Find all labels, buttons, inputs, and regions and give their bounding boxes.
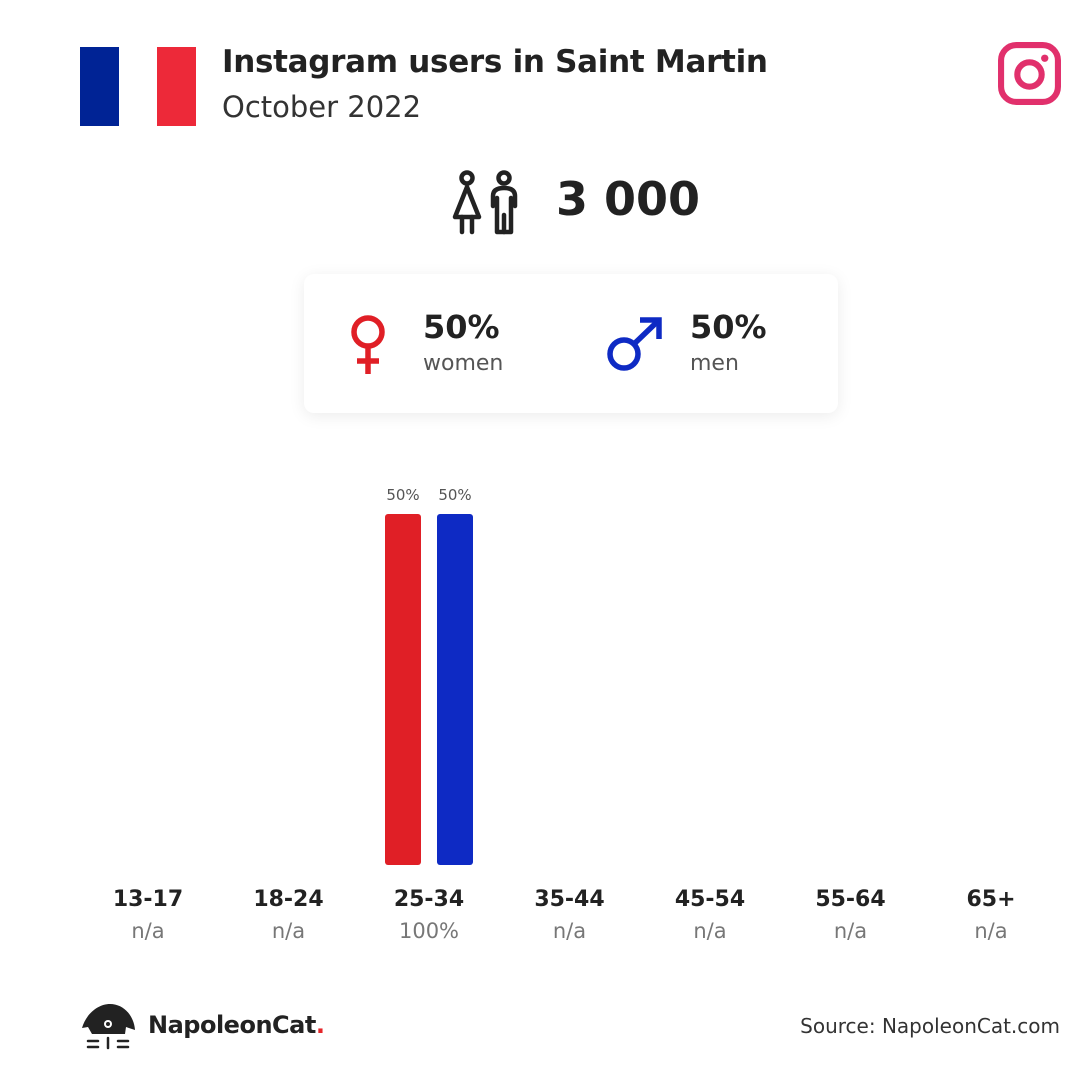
men-percent: 50%	[690, 308, 767, 346]
women-label: women	[423, 351, 504, 376]
brand-name: NapoleonCat.	[148, 1011, 325, 1039]
category-label-1: 18-24	[253, 887, 323, 912]
age-gender-bar-chart: 13-17 n/a 18-24 n/a 25-34 100% 50% 50% 35-44 n/a 4…	[113, 486, 1016, 943]
bar-label-women-2: 50%	[386, 486, 419, 504]
flag-stripe-red	[157, 47, 197, 126]
page-subtitle: October 2022	[222, 90, 422, 124]
page-title: Instagram users in Saint Martin	[222, 44, 768, 80]
category-label-4: 45-54	[675, 887, 745, 912]
female-icon	[351, 315, 385, 374]
brand-name-text: NapoleonCat	[148, 1011, 316, 1039]
category-label-6: 65+	[966, 887, 1015, 912]
country-flag	[80, 47, 197, 126]
category-total-4: n/a	[693, 919, 726, 943]
category-total-1: n/a	[272, 919, 305, 943]
bar-label-men-2: 50%	[438, 486, 471, 504]
category-label-0: 13-17	[113, 887, 183, 912]
napoleoncat-logo-icon	[82, 1004, 135, 1050]
category-total-6: n/a	[974, 919, 1007, 943]
source-note: Source: NapoleonCat.com	[800, 1014, 1060, 1038]
category-total-5: n/a	[834, 919, 867, 943]
instagram-icon	[998, 42, 1061, 105]
men-label: men	[690, 351, 739, 376]
total-users-value: 3 000	[556, 172, 701, 226]
women-percent: 50%	[423, 308, 500, 346]
flag-stripe-blue	[80, 47, 119, 126]
flag-stripe-white	[118, 47, 158, 126]
category-label-5: 55-64	[815, 887, 885, 912]
category-label-3: 35-44	[534, 887, 604, 912]
bar-women-2	[385, 514, 421, 865]
category-total-3: n/a	[553, 919, 586, 943]
brand-dot: .	[315, 1011, 325, 1039]
category-label-2: 25-34	[394, 887, 464, 912]
category-total-0: n/a	[131, 919, 164, 943]
users-icon	[452, 170, 518, 235]
category-total-2: 100%	[399, 919, 459, 943]
gender-card: 50% women 50% men	[304, 274, 838, 413]
bar-men-2	[437, 514, 473, 865]
male-icon	[607, 317, 662, 371]
